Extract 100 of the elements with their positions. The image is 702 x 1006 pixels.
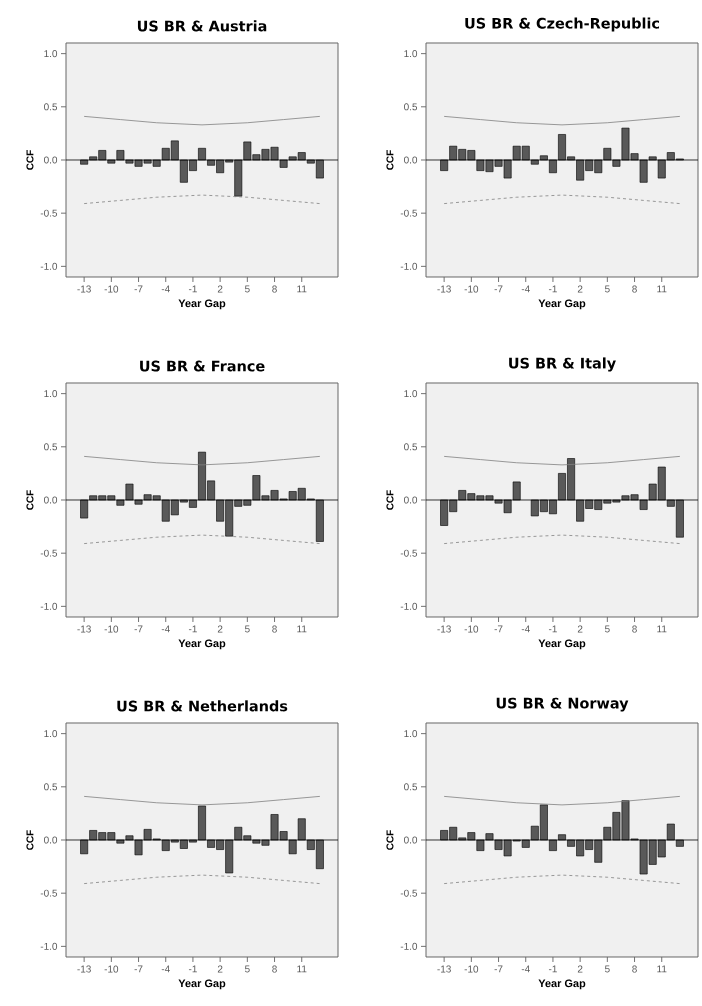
x-tick-label: 2 [577,965,583,973]
x-tick-label: -13 [77,625,91,633]
x-tick-label: -10 [104,285,119,293]
y-tick-label: 1.0 [404,390,418,398]
x-axis-title: Year Gap [178,639,226,650]
y-tick-label: -1.0 [40,602,58,610]
x-tick-label: 2 [217,285,223,293]
x-tick-label: 5 [244,965,250,973]
y-tick-label: 1.0 [404,50,418,58]
y-tick-label: 0.0 [404,496,418,504]
x-tick-label: 11 [297,285,307,293]
x-tick-label: -13 [77,965,91,973]
y-tick-label: 1.0 [44,730,58,738]
chart-title: US BR & France [140,360,265,372]
y-axis-title: CCF [386,150,394,170]
x-tick-label: -13 [437,625,451,633]
y-tick-label: -1.0 [40,262,58,270]
x-tick-label: -13 [437,965,451,973]
x-tick-label: -10 [464,965,479,973]
x-tick-label: -7 [134,965,143,973]
x-tick-label: 2 [577,285,583,293]
y-tick-label: -0.5 [400,209,418,217]
y-tick-label: 0.0 [404,156,418,164]
y-tick-label: -0.5 [40,549,58,557]
x-tick-label: 2 [577,625,583,633]
x-tick-label: 2 [217,965,223,973]
chart-title: US BR & Austria [137,20,267,32]
x-tick-label: 8 [272,625,277,633]
y-tick-label: 1.0 [44,390,58,398]
chart-title: US BR & Czech-Republic [465,17,660,32]
y-tick-label: 0.0 [44,156,58,164]
y-tick-label: 1.0 [404,730,418,738]
x-tick-label: -1 [188,625,197,633]
y-axis-title: CCF [386,830,394,850]
x-tick-label: -1 [548,965,557,973]
y-tick-label: 0.5 [44,103,58,111]
x-tick-label: -1 [188,285,197,293]
x-tick-label: -4 [521,965,530,973]
y-tick-label: 1.0 [44,50,58,58]
x-tick-label: -7 [134,285,143,293]
x-tick-label: -7 [494,285,503,293]
x-tick-label: 8 [272,965,277,973]
y-tick-label: -0.5 [40,209,58,217]
x-tick-label: -10 [464,625,479,633]
y-tick-label: -0.5 [400,889,418,897]
x-tick-label: -4 [161,965,170,973]
y-tick-label: -1.0 [400,602,418,610]
y-tick-label: 0.5 [404,783,418,791]
x-axis-title: Year Gap [538,979,586,990]
x-axis-title: Year Gap [178,979,226,990]
x-tick-label: 2 [217,625,223,633]
x-tick-label: 11 [657,285,667,293]
y-axis-title: CCF [26,150,34,170]
y-tick-label: 0.5 [44,783,58,791]
x-tick-label: -1 [548,625,557,633]
x-tick-label: -4 [521,625,530,633]
y-axis-title: CCF [26,490,34,510]
x-tick-label: 8 [272,285,277,293]
x-tick-label: -7 [494,625,503,633]
x-tick-label: -4 [161,285,170,293]
x-tick-label: 11 [297,625,307,633]
y-tick-label: 0.0 [44,496,58,504]
y-tick-label: 0.5 [404,103,418,111]
y-tick-label: -0.5 [40,889,58,897]
y-tick-label: -1.0 [40,942,58,950]
y-tick-label: -0.5 [400,549,418,557]
x-tick-label: 8 [632,965,637,973]
y-tick-label: -1.0 [400,262,418,270]
x-tick-label: -1 [548,285,557,293]
x-tick-label: -13 [437,285,451,293]
x-tick-label: 5 [244,285,250,293]
x-tick-label: -1 [188,965,197,973]
x-tick-label: -4 [161,625,170,633]
chart-title: US BR & Norway [496,697,629,712]
x-tick-label: -4 [521,285,530,293]
x-tick-label: 8 [632,285,637,293]
y-axis-title: CCF [386,490,394,510]
x-tick-label: 5 [244,625,250,633]
x-tick-label: -13 [77,285,91,293]
x-axis-title: Year Gap [538,299,586,310]
x-tick-label: 5 [604,285,610,293]
x-axis-title: Year Gap [538,639,586,650]
x-tick-label: -10 [464,285,479,293]
x-tick-label: -7 [134,625,143,633]
chart-title: US BR & Netherlands [117,700,288,712]
y-tick-label: 0.0 [44,836,58,844]
y-tick-label: 0.5 [404,443,418,451]
x-tick-label: -10 [104,625,119,633]
x-tick-label: -7 [494,965,503,973]
x-tick-label: 11 [297,965,307,973]
x-tick-label: 11 [657,625,667,633]
x-tick-label: 5 [604,965,610,973]
chart-title: US BR & Italy [509,357,616,372]
x-tick-label: 8 [632,625,637,633]
y-tick-label: 0.0 [404,836,418,844]
x-tick-label: -10 [104,965,119,973]
y-axis-title: CCF [26,830,34,850]
x-tick-label: 11 [657,965,667,973]
y-tick-label: 0.5 [44,443,58,451]
y-tick-label: -1.0 [400,942,418,950]
